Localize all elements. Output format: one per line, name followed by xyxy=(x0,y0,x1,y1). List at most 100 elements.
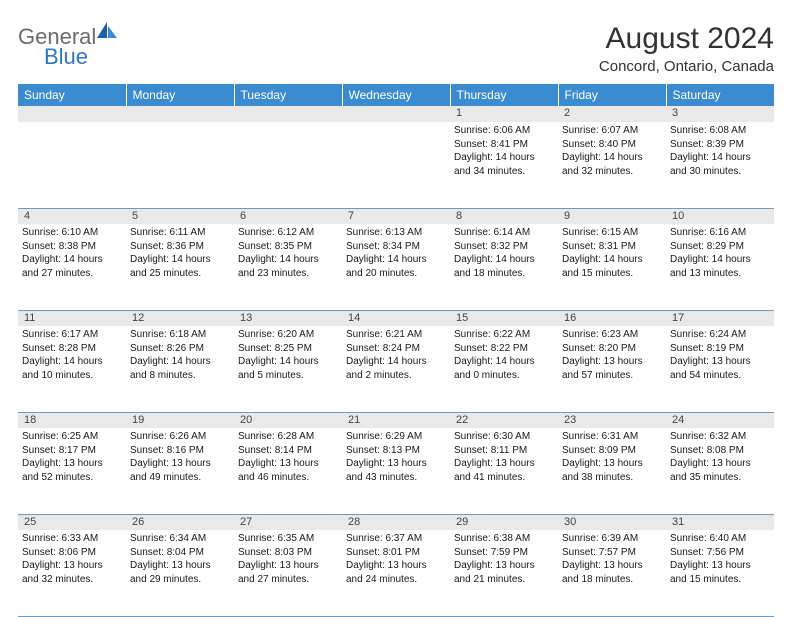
sunrise-text: Sunrise: 6:26 AM xyxy=(130,430,230,444)
sunset-text: Sunset: 8:34 PM xyxy=(346,240,446,254)
daylight-text: Daylight: 14 hours and 18 minutes. xyxy=(454,253,554,280)
day-cell-body: Sunrise: 6:39 AMSunset: 7:57 PMDaylight:… xyxy=(558,530,666,588)
sunrise-text: Sunrise: 6:16 AM xyxy=(670,226,770,240)
calendar-head: SundayMondayTuesdayWednesdayThursdayFrid… xyxy=(18,84,774,106)
daylight-text: Daylight: 14 hours and 23 minutes. xyxy=(238,253,338,280)
sunset-text: Sunset: 8:17 PM xyxy=(22,444,122,458)
daylight-text: Daylight: 14 hours and 13 minutes. xyxy=(670,253,770,280)
daylight-text: Daylight: 13 hours and 57 minutes. xyxy=(562,355,662,382)
day-cell-body: Sunrise: 6:37 AMSunset: 8:01 PMDaylight:… xyxy=(342,530,450,588)
sunrise-text: Sunrise: 6:23 AM xyxy=(562,328,662,342)
day-cell-body: Sunrise: 6:33 AMSunset: 8:06 PMDaylight:… xyxy=(18,530,126,588)
day-cell: Sunrise: 6:24 AMSunset: 8:19 PMDaylight:… xyxy=(666,326,774,412)
sunset-text: Sunset: 8:08 PM xyxy=(670,444,770,458)
daylight-text: Daylight: 14 hours and 5 minutes. xyxy=(238,355,338,382)
day-number: 8 xyxy=(450,208,558,224)
daylight-text: Daylight: 13 hours and 35 minutes. xyxy=(670,457,770,484)
day-cell-body: Sunrise: 6:07 AMSunset: 8:40 PMDaylight:… xyxy=(558,122,666,180)
daylight-text: Daylight: 14 hours and 20 minutes. xyxy=(346,253,446,280)
sunrise-text: Sunrise: 6:12 AM xyxy=(238,226,338,240)
day-number: 12 xyxy=(126,310,234,326)
day-cell xyxy=(18,122,126,208)
sunrise-text: Sunrise: 6:37 AM xyxy=(346,532,446,546)
daylight-text: Daylight: 13 hours and 38 minutes. xyxy=(562,457,662,484)
sunset-text: Sunset: 8:25 PM xyxy=(238,342,338,356)
daylight-text: Daylight: 14 hours and 30 minutes. xyxy=(670,151,770,178)
daylight-text: Daylight: 13 hours and 21 minutes. xyxy=(454,559,554,586)
day-cell: Sunrise: 6:35 AMSunset: 8:03 PMDaylight:… xyxy=(234,530,342,616)
day-number xyxy=(234,106,342,122)
daylight-text: Daylight: 14 hours and 25 minutes. xyxy=(130,253,230,280)
day-cell: Sunrise: 6:18 AMSunset: 8:26 PMDaylight:… xyxy=(126,326,234,412)
sunrise-text: Sunrise: 6:22 AM xyxy=(454,328,554,342)
day-number: 19 xyxy=(126,412,234,428)
daylight-text: Daylight: 14 hours and 34 minutes. xyxy=(454,151,554,178)
sunrise-text: Sunrise: 6:14 AM xyxy=(454,226,554,240)
daylight-text: Daylight: 14 hours and 10 minutes. xyxy=(22,355,122,382)
sunrise-text: Sunrise: 6:25 AM xyxy=(22,430,122,444)
day-number: 27 xyxy=(234,514,342,530)
sunrise-text: Sunrise: 6:07 AM xyxy=(562,124,662,138)
calendar-page: General Blue August 2024 Concord, Ontari… xyxy=(0,0,792,612)
day-number: 30 xyxy=(558,514,666,530)
week-row: Sunrise: 6:10 AMSunset: 8:38 PM Daylight:… xyxy=(18,224,774,310)
sunrise-text: Sunrise: 6:15 AM xyxy=(562,226,662,240)
daylight-text: Daylight: 13 hours and 24 minutes. xyxy=(346,559,446,586)
day-cell: Sunrise: 6:40 AMSunset: 7:56 PMDaylight:… xyxy=(666,530,774,616)
day-number: 21 xyxy=(342,412,450,428)
sunrise-text: Sunrise: 6:39 AM xyxy=(562,532,662,546)
day-cell-body: Sunrise: 6:06 AMSunset: 8:41 PMDaylight:… xyxy=(450,122,558,180)
sunset-text: Sunset: 8:04 PM xyxy=(130,546,230,560)
week-row: Sunrise: 6:17 AMSunset: 8:28 PMDaylight:… xyxy=(18,326,774,412)
sunset-text: Sunset: 8:38 PM xyxy=(22,240,122,254)
day-cell-body: Sunrise: 6:22 AMSunset: 8:22 PMDaylight:… xyxy=(450,326,558,384)
sunset-text: Sunset: 8:11 PM xyxy=(454,444,554,458)
day-cell-body: Sunrise: 6:38 AMSunset: 7:59 PMDaylight:… xyxy=(450,530,558,588)
day-cell: Sunrise: 6:10 AMSunset: 8:38 PMDaylight:… xyxy=(18,224,126,310)
day-cell: Sunrise: 6:15 AMSunset: 8:31 PMDaylight:… xyxy=(558,224,666,310)
day-number: 13 xyxy=(234,310,342,326)
calendar-table: SundayMondayTuesdayWednesdayThursdayFrid… xyxy=(18,84,774,617)
sunrise-text: Sunrise: 6:24 AM xyxy=(670,328,770,342)
sunset-text: Sunset: 7:56 PM xyxy=(670,546,770,560)
day-number: 28 xyxy=(342,514,450,530)
day-number: 26 xyxy=(126,514,234,530)
day-cell: Sunrise: 6:30 AMSunset: 8:11 PMDaylight:… xyxy=(450,428,558,514)
week-row: Sunrise: 6:25 AMSunset: 8:17 PM Daylight:… xyxy=(18,428,774,514)
day-cell: Sunrise: 6:32 AMSunset: 8:08 PMDaylight:… xyxy=(666,428,774,514)
day-header: Sunday xyxy=(18,84,126,106)
sunset-text: Sunset: 8:40 PM xyxy=(562,138,662,152)
calendar-body: 123Sunrise: 6:06 AMSunset: 8:41 PMDaylig… xyxy=(18,106,774,616)
day-cell-body: Sunrise: 6:08 AMSunset: 8:39 PMDaylight:… xyxy=(666,122,774,180)
sunset-text: Sunset: 8:19 PM xyxy=(670,342,770,356)
day-number: 22 xyxy=(450,412,558,428)
day-cell-body: Sunrise: 6:24 AMSunset: 8:19 PMDaylight:… xyxy=(666,326,774,384)
day-number: 7 xyxy=(342,208,450,224)
day-number: 16 xyxy=(558,310,666,326)
day-number: 4 xyxy=(18,208,126,224)
sunrise-text: Sunrise: 6:29 AM xyxy=(346,430,446,444)
day-cell: Sunrise: 6:23 AMSunset: 8:20 PMDaylight:… xyxy=(558,326,666,412)
day-cell-body: Sunrise: 6:35 AMSunset: 8:03 PMDaylight:… xyxy=(234,530,342,588)
day-number: 20 xyxy=(234,412,342,428)
day-number: 18 xyxy=(18,412,126,428)
day-cell: Sunrise: 6:07 AMSunset: 8:40 PMDaylight:… xyxy=(558,122,666,208)
day-number: 31 xyxy=(666,514,774,530)
day-number-row: 45678910 xyxy=(18,208,774,224)
daylight-text: Daylight: 13 hours and 27 minutes. xyxy=(238,559,338,586)
day-number: 14 xyxy=(342,310,450,326)
sunset-text: Sunset: 8:09 PM xyxy=(562,444,662,458)
sunrise-text: Sunrise: 6:10 AM xyxy=(22,226,122,240)
sunset-text: Sunset: 7:59 PM xyxy=(454,546,554,560)
day-cell: Sunrise: 6:37 AMSunset: 8:01 PMDaylight:… xyxy=(342,530,450,616)
day-number: 5 xyxy=(126,208,234,224)
day-number: 2 xyxy=(558,106,666,122)
day-number xyxy=(342,106,450,122)
day-cell: Sunrise: 6:31 AMSunset: 8:09 PMDaylight:… xyxy=(558,428,666,514)
sunrise-text: Sunrise: 6:21 AM xyxy=(346,328,446,342)
logo: General Blue xyxy=(18,22,117,76)
day-number-row: 123 xyxy=(18,106,774,122)
sunrise-text: Sunrise: 6:34 AM xyxy=(130,532,230,546)
day-cell xyxy=(126,122,234,208)
day-cell-body: Sunrise: 6:10 AMSunset: 8:38 PMDaylight:… xyxy=(18,224,126,282)
